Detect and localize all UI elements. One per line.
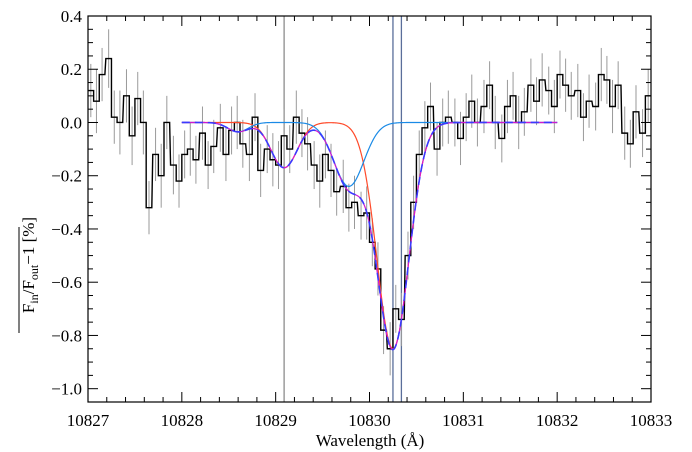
- y-axis-title-sub-out: out: [27, 264, 41, 280]
- x-tick-label-2: 10829: [254, 411, 297, 430]
- x-tick-label-6: 10833: [630, 411, 673, 430]
- observed-spectrum-line: [88, 57, 651, 350]
- model-curve-3: [181, 121, 558, 351]
- x-axis-title: Wavelength (Å): [316, 431, 425, 450]
- y-tick-label-4: −0.2: [51, 167, 82, 186]
- plot-area: [88, 16, 651, 402]
- y-tick-label-1: −0.8: [51, 326, 82, 345]
- y-tick-label-2: −0.6: [51, 273, 82, 292]
- plot-frame: [87, 15, 652, 403]
- y-axis-title-f1: F: [19, 304, 38, 313]
- y-tick-label-0: −1.0: [51, 380, 82, 399]
- plot-clipped: [88, 16, 651, 402]
- x-tick-label-0: 10827: [67, 411, 110, 430]
- x-tick-label-4: 10831: [442, 411, 485, 430]
- y-axis-title-slash: /F: [19, 280, 38, 294]
- y-axis-title-rest: −1 [%]: [19, 217, 38, 265]
- y-tick-label-7: 0.4: [61, 7, 83, 26]
- x-tick-label-5: 10832: [536, 411, 579, 430]
- y-tick-label-6: 0.2: [61, 60, 82, 79]
- y-axis-title-sub-in: in: [27, 294, 41, 303]
- x-tick-label-3: 10830: [348, 411, 391, 430]
- y-tick-label-5: 0.0: [61, 113, 82, 132]
- x-tick-label-1: 10828: [161, 411, 204, 430]
- axes: 10827 10828 10829 10830 10831 10832 10833 −1.0 −…: [51, 7, 672, 430]
- y-tick-label-3: −0.4: [51, 220, 82, 239]
- y-axis-title-text: Fin/Fout−1 [%]: [19, 217, 41, 313]
- y-axis-title: Fin/Fout−1 [%]: [18, 217, 41, 333]
